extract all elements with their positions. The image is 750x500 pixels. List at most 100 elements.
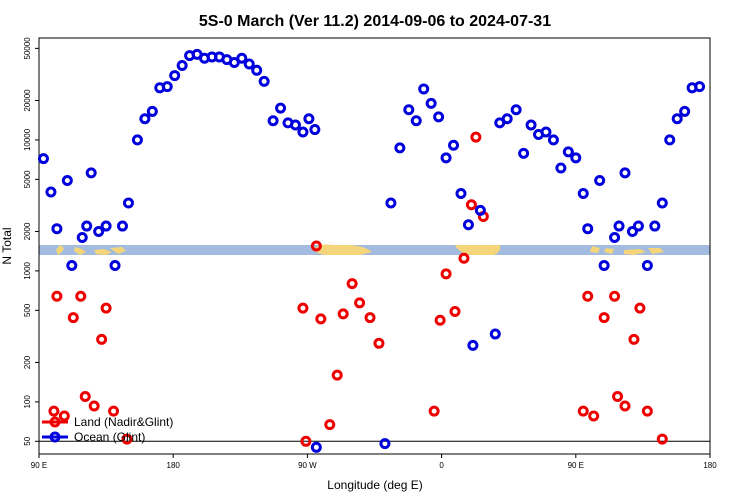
- ocean-point: [540, 126, 552, 138]
- land-point: [465, 199, 477, 211]
- plot-frame: [38, 37, 711, 455]
- ocean-point: [37, 153, 49, 165]
- legend: Land (Nadir&Glint) Ocean (Glint): [42, 415, 173, 444]
- ocean-point: [403, 104, 415, 116]
- land-point: [310, 240, 322, 252]
- ocean-point: [489, 328, 501, 340]
- ocean-point: [45, 186, 57, 198]
- ocean-point: [85, 167, 97, 179]
- ocean-point: [510, 104, 522, 116]
- ocean-point: [598, 259, 610, 271]
- ocean-point: [619, 167, 631, 179]
- ocean-point: [425, 97, 437, 109]
- ocean-point: [467, 339, 479, 351]
- land-point: [470, 131, 482, 143]
- land-point: [297, 302, 309, 314]
- land-point: [315, 313, 327, 325]
- map-strip: [39, 244, 710, 255]
- y-tick-label: 500: [23, 303, 32, 317]
- y-tick-label: 10000: [23, 128, 32, 151]
- ocean-point: [310, 441, 322, 453]
- land-point: [79, 390, 91, 402]
- land-point: [634, 302, 646, 314]
- land-asia-2: [74, 247, 86, 255]
- ocean-point: [66, 259, 78, 271]
- land-point: [354, 297, 366, 309]
- ocean-point: [161, 81, 173, 93]
- y-tick-label: 2000: [23, 222, 32, 240]
- land-asia-4: [604, 248, 614, 254]
- ocean-point: [440, 152, 452, 164]
- land-americas: [314, 244, 372, 255]
- ocean-point: [582, 223, 594, 235]
- y-tick-label: 100: [23, 395, 32, 409]
- ocean-point: [664, 134, 676, 146]
- x-tick-label: 90 E: [31, 461, 47, 470]
- land-point: [612, 390, 624, 402]
- ocean-point: [577, 187, 589, 199]
- ocean-point: [418, 83, 430, 95]
- land-point: [434, 314, 446, 326]
- land-asia-1: [56, 245, 64, 255]
- y-axis: 50 100 200 500 1000 2000 5000 10000 20000 50000: [23, 37, 39, 446]
- ocean-point: [649, 220, 661, 232]
- ocean-point: [122, 197, 134, 209]
- land-point: [75, 290, 87, 302]
- ocean-point: [303, 113, 315, 125]
- land-series: [48, 131, 668, 447]
- ocean-point: [176, 59, 188, 71]
- land-point: [96, 333, 108, 345]
- land-point: [373, 337, 385, 349]
- ocean-point: [562, 146, 574, 158]
- y-tick-label: 50000: [23, 37, 32, 60]
- ocean-point: [613, 220, 625, 232]
- x-tick-label: 90 E: [568, 461, 584, 470]
- land-point: [100, 302, 112, 314]
- legend-land-marker: [49, 416, 61, 428]
- ocean-point: [462, 219, 474, 231]
- x-tick-label: 180: [703, 461, 717, 470]
- land-point: [67, 312, 79, 324]
- ocean-point: [309, 124, 321, 136]
- chart-title: 5S-0 March (Ver 11.2) 2014-09-06 to 2024…: [199, 13, 551, 30]
- land-point: [300, 435, 312, 447]
- ocean-point: [594, 174, 606, 186]
- land-point: [58, 410, 70, 422]
- ocean-point: [100, 220, 112, 232]
- land-point: [577, 405, 589, 417]
- ocean-point: [379, 438, 391, 450]
- y-axis-label: N Total: [0, 227, 14, 264]
- ocean-point: [671, 113, 683, 125]
- ocean-point: [433, 111, 445, 123]
- ocean-point: [243, 58, 255, 70]
- series-layer: [37, 48, 706, 453]
- land-asia-3: [590, 246, 600, 253]
- ocean-point: [570, 152, 582, 164]
- x-tick-label: 0: [439, 461, 444, 470]
- land-point: [582, 290, 594, 302]
- ocean-point: [109, 259, 121, 271]
- land-point: [121, 433, 133, 445]
- ocean-point: [139, 113, 151, 125]
- ocean-point: [609, 231, 621, 243]
- land-australia-west: [110, 247, 126, 254]
- ocean-point: [385, 197, 397, 209]
- ocean-point: [518, 147, 530, 159]
- land-point: [346, 278, 358, 290]
- ocean-point: [474, 204, 486, 216]
- ocean-point: [632, 220, 644, 232]
- y-tick-label: 200: [23, 355, 32, 369]
- ocean-point: [626, 225, 638, 237]
- ocean-point: [410, 115, 422, 127]
- land-point: [337, 308, 349, 320]
- land-point: [88, 400, 100, 412]
- ocean-point: [525, 119, 537, 131]
- land-australia-east: [648, 248, 664, 254]
- land-point: [588, 410, 600, 422]
- ocean-point: [455, 187, 467, 199]
- land-point: [458, 252, 470, 264]
- ocean-point: [694, 81, 706, 93]
- x-axis: 90 E 180 90 W 0 90 E 180: [31, 454, 717, 470]
- legend-ocean-marker: [49, 431, 61, 443]
